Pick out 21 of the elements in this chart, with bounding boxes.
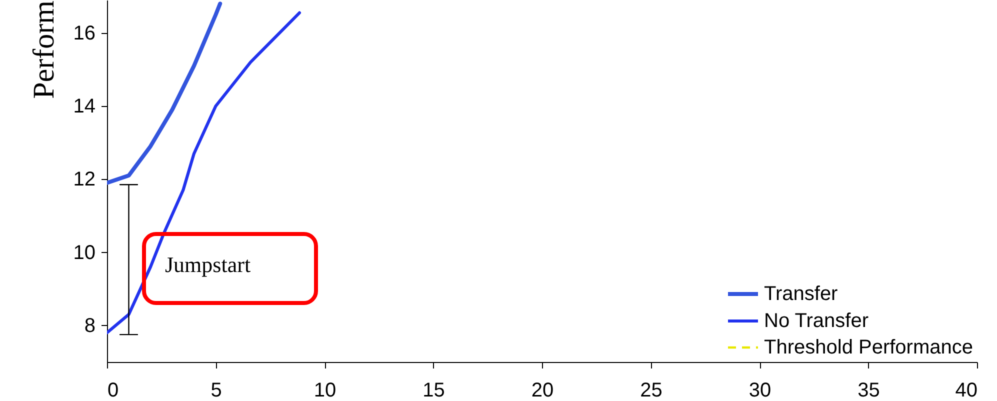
y-tick-label: 10	[73, 242, 96, 264]
legend-label: No Transfer	[764, 310, 869, 332]
x-tick-label: 20	[531, 380, 554, 401]
y-axis-title: Perform	[27, 0, 60, 99]
y-tick-label: 16	[73, 22, 96, 44]
line-series	[107, 2, 222, 185]
x-tick-label: 10	[314, 380, 336, 401]
x-tick-label: 5	[210, 380, 222, 401]
y-tick-label: 8	[84, 314, 96, 337]
legend-label: Threshold Performance	[764, 336, 973, 358]
line-series	[107, 11, 302, 334]
x-tick-label: 40	[955, 380, 978, 401]
legend-label: Transfer	[764, 283, 838, 305]
x-tick-label: 30	[748, 380, 772, 401]
y-tick-label: 14	[73, 96, 96, 118]
x-tick-label: 15	[422, 380, 445, 401]
annotation: Jumpstart	[165, 252, 251, 277]
x-tick-label: 25	[640, 380, 662, 401]
x-tick-label: 0	[108, 380, 119, 401]
y-tick-label: 12	[73, 168, 96, 191]
x-tick-label: 35	[858, 380, 880, 401]
